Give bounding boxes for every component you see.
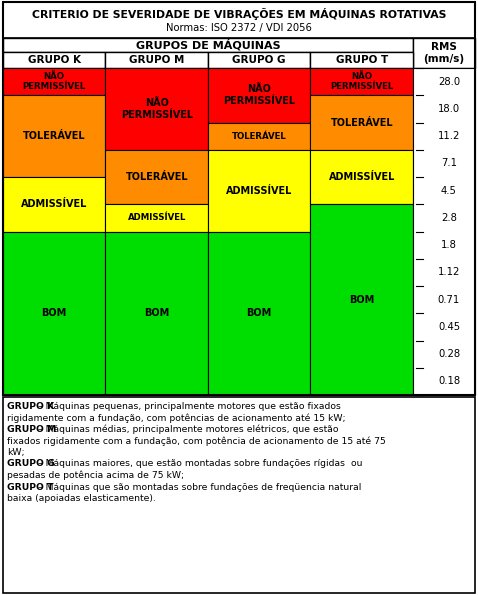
Text: GRUPO K: GRUPO K (28, 55, 81, 65)
Text: 11.2: 11.2 (438, 131, 460, 141)
Bar (106, 204, 208, 231)
Text: 0.28: 0.28 (438, 349, 460, 359)
Text: baixa (apoiadas elasticamente).: baixa (apoiadas elasticamente). (7, 494, 156, 503)
Text: rigidamente com a fundação, com potências de acionamento até 15 kW;: rigidamente com a fundação, com potência… (7, 414, 346, 423)
Text: GRUPO G: GRUPO G (232, 55, 286, 65)
Text: GRUPO T: GRUPO T (336, 55, 388, 65)
Text: ADMISSÍVEL: ADMISSÍVEL (21, 199, 87, 209)
Bar (3, 231, 106, 395)
Text: 7.1: 7.1 (441, 158, 457, 168)
Text: GRUPO M: GRUPO M (7, 425, 56, 434)
Bar (208, 68, 311, 123)
Bar (3, 397, 475, 593)
Bar (208, 150, 311, 231)
Text: BOM: BOM (42, 308, 67, 318)
Text: 18.0: 18.0 (438, 104, 460, 114)
Bar (3, 2, 475, 395)
Text: – Máquinas maiores, que estão montadas sobre fundações rígidas  ou: – Máquinas maiores, que estão montadas s… (35, 459, 363, 468)
Text: TOLERÁVEL: TOLERÁVEL (232, 131, 287, 140)
Text: NÃO
PERMISSÍVEL: NÃO PERMISSÍVEL (22, 72, 86, 91)
Text: ADMISSÍVEL: ADMISSÍVEL (128, 214, 186, 223)
Bar (208, 231, 311, 395)
Text: GRUPO T: GRUPO T (7, 483, 54, 491)
Text: 1.12: 1.12 (438, 267, 460, 277)
Bar (311, 52, 413, 68)
Bar (311, 150, 413, 204)
Text: pesadas de potência acima de 75 kW;: pesadas de potência acima de 75 kW; (7, 471, 184, 481)
Bar (3, 68, 106, 95)
Text: 4.5: 4.5 (441, 186, 457, 196)
Text: 1.8: 1.8 (441, 240, 457, 250)
Bar (208, 123, 311, 150)
Bar (208, 52, 311, 68)
Bar (106, 231, 208, 395)
Text: NÃO
PERMISSÍVEL: NÃO PERMISSÍVEL (120, 98, 193, 120)
Text: Normas: ISO 2372 / VDI 2056: Normas: ISO 2372 / VDI 2056 (166, 23, 312, 33)
Bar (3, 2, 475, 38)
Text: GRUPO G: GRUPO G (7, 459, 55, 468)
Text: GRUPO M: GRUPO M (129, 55, 185, 65)
Text: NÃO
PERMISSÍVEL: NÃO PERMISSÍVEL (330, 72, 393, 91)
Bar (311, 68, 413, 95)
Text: – Máquinas pequenas, principalmente motores que estão fixados: – Máquinas pequenas, principalmente moto… (35, 402, 341, 411)
Bar (413, 68, 475, 395)
Text: GRUPOS DE MÁQUINAS: GRUPOS DE MÁQUINAS (136, 39, 280, 51)
Text: CRITERIO DE SEVERIDADE DE VIBRAÇÕES EM MÁQUINAS ROTATIVAS: CRITERIO DE SEVERIDADE DE VIBRAÇÕES EM M… (32, 8, 446, 20)
Text: TOLERÁVEL: TOLERÁVEL (125, 172, 188, 182)
Text: 0.45: 0.45 (438, 322, 460, 332)
Bar (106, 68, 208, 150)
Text: BOM: BOM (247, 308, 272, 318)
Bar (3, 52, 106, 68)
Text: 2.8: 2.8 (441, 213, 457, 223)
Bar (311, 95, 413, 150)
Bar (413, 38, 475, 68)
Text: 28.0: 28.0 (438, 77, 460, 87)
Bar (106, 52, 208, 68)
Text: kW;: kW; (7, 448, 25, 457)
Bar (3, 177, 106, 231)
Text: TOLERÁVEL: TOLERÁVEL (23, 131, 86, 141)
Bar (311, 204, 413, 395)
Text: ADMISSÍVEL: ADMISSÍVEL (328, 172, 395, 182)
Bar (106, 150, 208, 204)
Text: 0.18: 0.18 (438, 377, 460, 386)
Text: ADMISSÍVEL: ADMISSÍVEL (226, 186, 293, 196)
Text: TOLERÁVEL: TOLERÁVEL (330, 117, 393, 127)
Text: – Máquinas que são montadas sobre fundações de freqüencia natural: – Máquinas que são montadas sobre fundaç… (35, 483, 362, 491)
Text: RMS
(mm/s): RMS (mm/s) (424, 42, 465, 64)
Text: BOM: BOM (349, 295, 374, 305)
Text: NÃO
PERMISSÍVEL: NÃO PERMISSÍVEL (223, 84, 295, 106)
Bar (3, 95, 106, 177)
Text: BOM: BOM (144, 308, 169, 318)
Text: GRUPO K: GRUPO K (7, 402, 54, 411)
Text: 0.71: 0.71 (438, 295, 460, 305)
Bar (3, 38, 413, 52)
Text: fixados rigidamente com a fundação, com potência de acionamento de 15 até 75: fixados rigidamente com a fundação, com … (7, 437, 386, 446)
Text: – Máquinas médias, principalmente motores elétricos, que estão: – Máquinas médias, principalmente motore… (35, 425, 339, 434)
